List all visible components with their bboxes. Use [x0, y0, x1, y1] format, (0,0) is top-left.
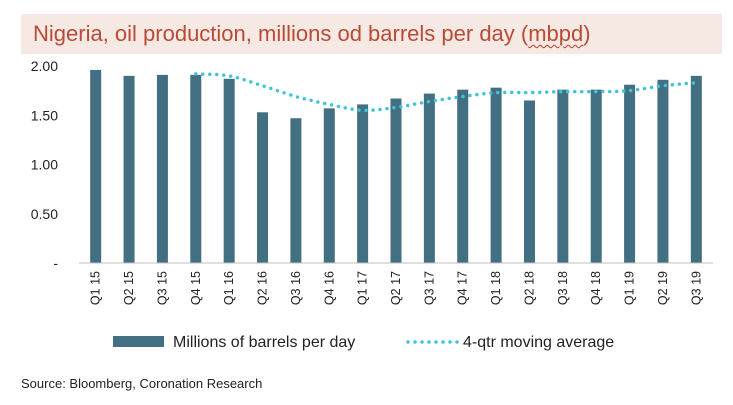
bar — [257, 112, 269, 263]
bar — [357, 104, 369, 263]
bar — [423, 93, 435, 263]
chart-title: Nigeria, oil production, millions od bar… — [33, 21, 591, 47]
y-tick-label: 1.00 — [31, 157, 58, 173]
legend-label-moving-average: 4-qtr moving average — [463, 334, 614, 351]
x-tick-label: Q1 19 — [623, 271, 637, 305]
moving-average-line — [194, 72, 699, 113]
x-tick-label: Q3 16 — [289, 271, 303, 305]
bar — [557, 89, 569, 263]
x-tick-label: Q2 17 — [389, 271, 403, 305]
y-tick-label: - — [53, 255, 58, 271]
bar — [590, 89, 602, 263]
x-tick-label: Q4 15 — [189, 271, 203, 305]
x-tick-label: Q1 17 — [356, 271, 370, 305]
bar — [624, 84, 636, 263]
chart-title-prefix: Nigeria, oil production, millions od bar… — [33, 21, 529, 46]
y-tick-label: 0.50 — [31, 206, 58, 222]
x-tick-label: Q3 15 — [155, 271, 169, 305]
bar — [190, 74, 202, 264]
x-tick-label: Q4 17 — [456, 271, 470, 305]
y-tick-label: 2.00 — [31, 58, 58, 74]
x-tick-label: Q2 15 — [122, 271, 136, 305]
bar — [156, 74, 168, 264]
legend-swatch-bars — [113, 336, 164, 347]
x-tick-label: Q2 19 — [656, 271, 670, 305]
source-note: Source: Bloomberg, Coronation Research — [21, 376, 263, 391]
bar — [123, 75, 135, 263]
x-tick-label: Q4 16 — [322, 271, 336, 305]
bar — [523, 100, 535, 263]
x-tick-label: Q4 18 — [589, 271, 603, 305]
y-tick-label: 1.50 — [31, 107, 58, 123]
x-tick-label: Q1 18 — [489, 271, 503, 305]
chart-title-unit: mbpd — [528, 21, 584, 46]
bar — [290, 118, 302, 263]
bar — [490, 87, 502, 263]
x-tick-label: Q3 17 — [422, 271, 436, 305]
x-tick-label: Q3 18 — [556, 271, 570, 305]
bar — [690, 75, 702, 263]
x-tick-label: Q1 15 — [89, 271, 103, 305]
x-tick-label: Q1 16 — [222, 271, 236, 305]
bar — [657, 79, 669, 263]
chart-title-suffix: ) — [583, 21, 591, 46]
bar — [223, 78, 235, 264]
x-tick-label: Q2 16 — [256, 271, 270, 305]
bar — [457, 89, 469, 263]
x-tick-label: Q2 18 — [522, 271, 536, 305]
bar — [390, 98, 402, 263]
title-bar: Nigeria, oil production, millions od bar… — [21, 14, 722, 54]
legend-label-bars: Millions of barrels per day — [173, 334, 355, 351]
x-tick-label: Q3 19 — [689, 271, 703, 305]
bar — [90, 69, 102, 263]
bar — [323, 108, 335, 263]
